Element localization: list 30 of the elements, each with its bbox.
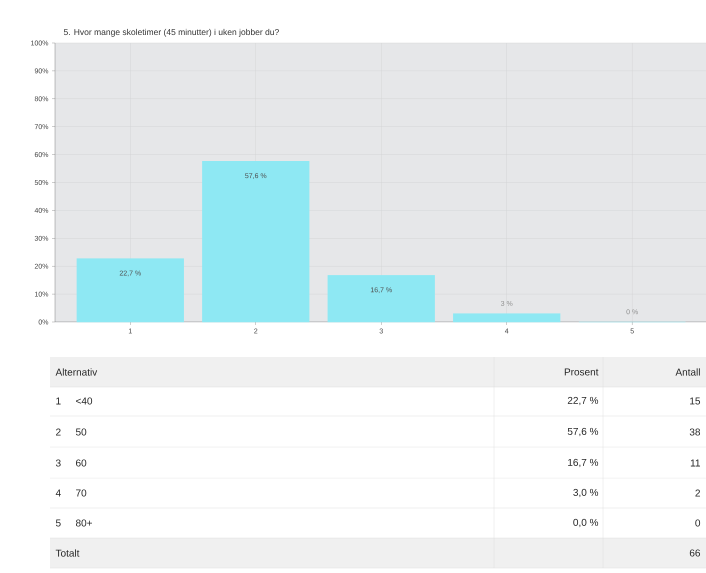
text: 15 <box>690 398 700 404</box>
text: 50 <box>76 428 86 436</box>
text: Alternativ <box>56 368 98 376</box>
text: 5 <box>56 520 61 526</box>
text: 22,7 % <box>568 396 598 406</box>
text: 0 <box>695 519 700 527</box>
text: 38 <box>690 428 700 436</box>
bar <box>76 258 184 322</box>
text: <40 <box>76 397 92 405</box>
text: Prosent <box>564 368 598 376</box>
text: 70 <box>76 489 86 497</box>
text: 1 <box>56 398 61 404</box>
text: Totalt <box>56 549 80 557</box>
text: 3,0 % <box>573 488 598 498</box>
bar <box>202 160 310 322</box>
text: 80+ <box>76 519 92 527</box>
text: 2 <box>56 428 61 436</box>
text: 57,6 % <box>568 428 598 436</box>
text: Antall <box>675 368 700 376</box>
text: 60 <box>76 459 86 467</box>
bar <box>453 313 560 322</box>
text: 4 <box>56 490 61 496</box>
text: 3 <box>56 459 61 467</box>
text: 66 <box>690 549 700 557</box>
chart-title: 5. Hvor mange skoletimer (45 minutter) i uken jobber du? <box>64 28 279 37</box>
text: 0,0 % <box>573 518 598 528</box>
text: 16,7 % <box>568 458 598 468</box>
bar <box>328 275 435 322</box>
text: 2 <box>695 490 700 496</box>
text: 11 <box>690 460 700 466</box>
